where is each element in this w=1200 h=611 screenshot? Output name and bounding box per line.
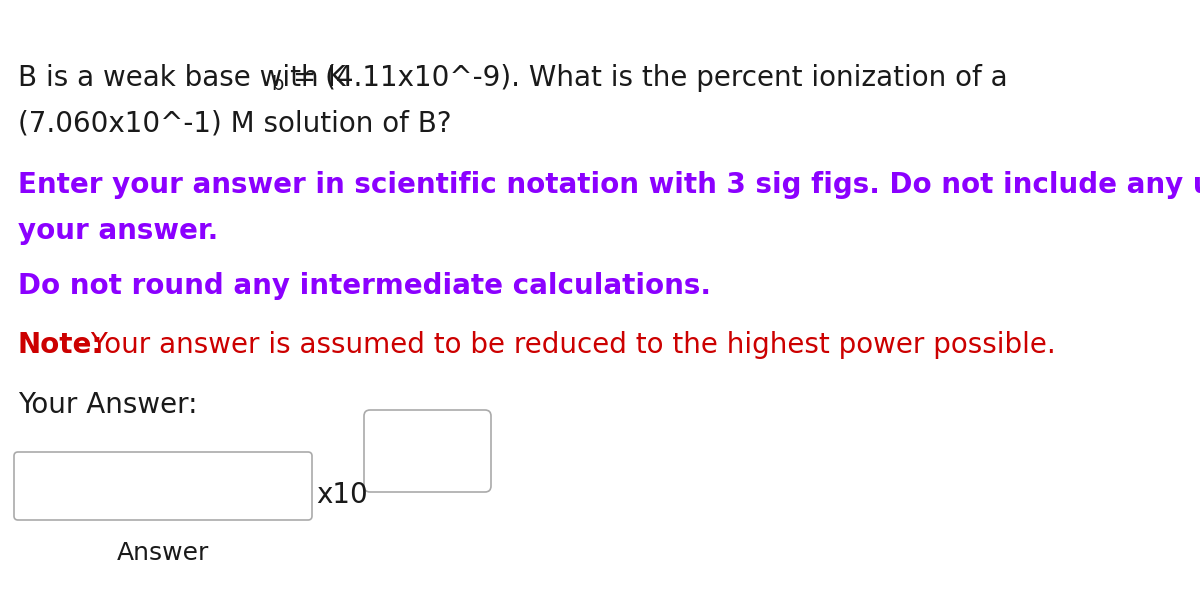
Text: Your Answer:: Your Answer: <box>18 391 198 419</box>
Text: Answer: Answer <box>116 541 209 565</box>
Text: Your answer is assumed to be reduced to the highest power possible.: Your answer is assumed to be reduced to … <box>82 331 1055 359</box>
Text: b: b <box>271 75 283 94</box>
Text: Note:: Note: <box>18 331 103 359</box>
Text: your answer.: your answer. <box>18 217 218 245</box>
Text: Do not round any intermediate calculations.: Do not round any intermediate calculatio… <box>18 272 710 300</box>
FancyBboxPatch shape <box>364 410 491 492</box>
Text: (7.060x10^-1) M solution of B?: (7.060x10^-1) M solution of B? <box>18 110 451 138</box>
Text: x10: x10 <box>316 481 367 509</box>
Text: B is a weak base with K: B is a weak base with K <box>18 64 346 92</box>
Text: = (4.11x10^-9). What is the percent ionization of a: = (4.11x10^-9). What is the percent ioni… <box>284 64 1008 92</box>
Text: Enter your answer in scientific notation with 3 sig figs. Do not include any uni: Enter your answer in scientific notation… <box>18 171 1200 199</box>
FancyBboxPatch shape <box>14 452 312 520</box>
